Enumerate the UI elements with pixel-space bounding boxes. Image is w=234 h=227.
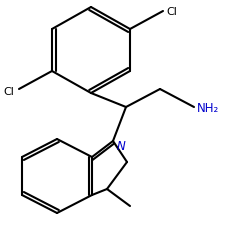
Text: NH₂: NH₂ bbox=[197, 101, 219, 114]
Text: N: N bbox=[117, 139, 126, 152]
Text: Cl: Cl bbox=[166, 7, 177, 17]
Text: Cl: Cl bbox=[3, 87, 14, 96]
